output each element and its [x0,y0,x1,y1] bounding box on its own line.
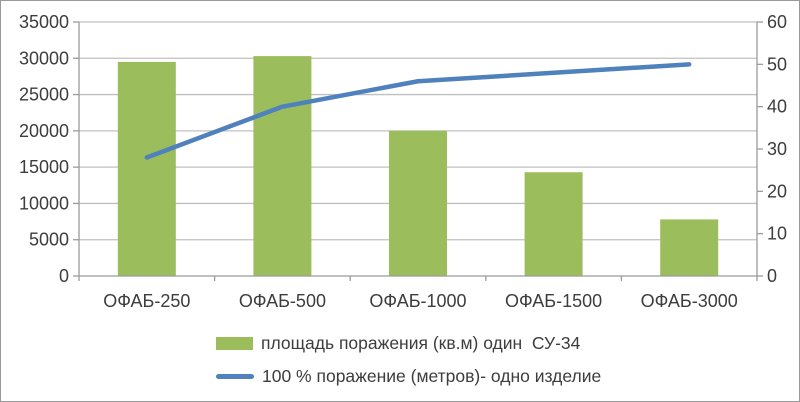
left-axis-tick-label: 5000 [29,230,69,250]
bar-ОФАБ-1000 [389,130,447,276]
x-tick-label-ОФАБ-500: ОФАБ-500 [239,291,326,311]
left-axis-tick-label: 20000 [19,121,69,141]
bar-series-swatch-icon [216,336,253,350]
x-tick-label-ОФАБ-1000: ОФАБ-1000 [369,291,466,311]
line-series [144,62,692,160]
right-axis-tick-label: 50 [767,54,787,74]
left-axis-tick-label: 30000 [19,48,69,68]
left-axis-tick-label: 15000 [19,157,69,177]
right-axis-tick-label: 0 [767,266,777,286]
legend-item-line-series: 100 % поражение (метров)- одно изделие [216,365,601,387]
x-tick-label-ОФАБ-3000: ОФАБ-3000 [641,291,738,311]
x-tick-label-ОФАБ-250: ОФАБ-250 [103,291,190,311]
x-tick-label-ОФАБ-1500: ОФАБ-1500 [505,291,602,311]
left-axis-tick-label: 25000 [19,85,69,105]
line-series-swatch-icon [216,373,254,379]
right-axis-tick-label: 40 [767,97,787,117]
left-axis-tick-label: 0 [59,266,69,286]
bar-ОФАБ-500 [253,56,312,277]
legend-item-bar-series: площадь поражения (кв.м) один СУ-34 [216,332,601,354]
left-axis-tick-label: 10000 [19,193,69,213]
bar-ОФАБ-1500 [524,172,583,276]
legend: площадь поражения (кв.м) один СУ-34 100 … [216,332,601,387]
bar-ОФАБ-250 [117,61,176,276]
right-axis-tick-label: 60 [767,12,787,32]
right-axis-tick-label: 30 [767,139,787,159]
left-axis-tick-label: 35000 [19,12,69,32]
legend-label-line-series: 100 % поражение (метров)- одно изделие [262,366,602,386]
legend-label-bar-series: площадь поражения (кв.м) один СУ-34 [261,333,581,353]
right-axis-tick-label: 10 [767,224,787,244]
bar-ОФАБ-3000 [660,219,719,276]
right-axis-tick-label: 20 [767,181,787,201]
